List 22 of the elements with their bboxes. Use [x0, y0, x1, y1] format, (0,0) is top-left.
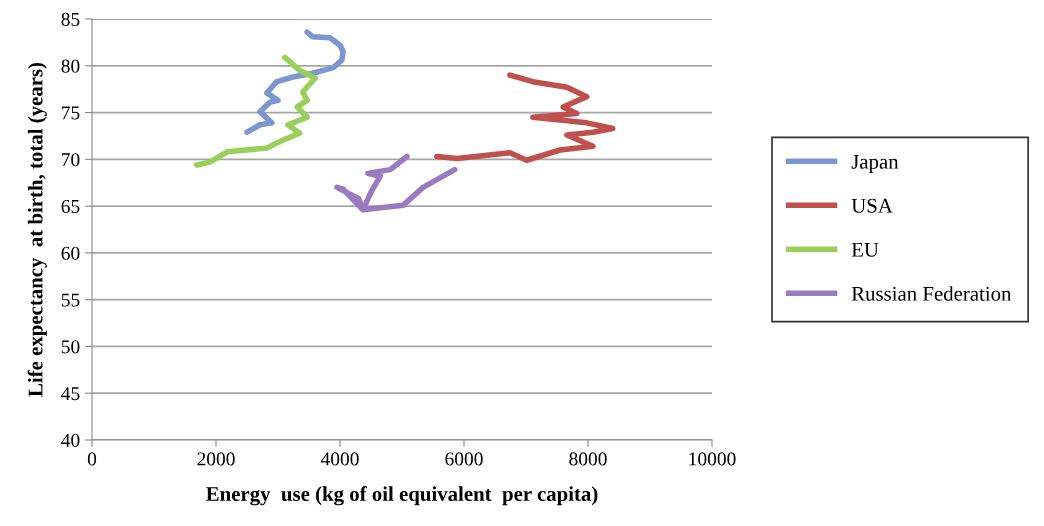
x-tick-label: 0: [87, 452, 97, 466]
y-tick-label: 55: [61, 293, 80, 307]
legend-label: Japan: [851, 154, 899, 173]
y-tick-label: 70: [62, 153, 80, 167]
legend-label: EU: [851, 242, 879, 257]
legend-label: Russian Federation: [851, 286, 1012, 301]
y-tick-label: 60: [61, 246, 80, 260]
y-tick-label: 45: [61, 387, 80, 401]
y-tick-label: 80: [61, 59, 80, 73]
x-tick-label: 2000: [197, 452, 235, 466]
x-tick-label: 4000: [320, 452, 359, 466]
y-tick-label: 85: [61, 12, 80, 26]
x-tick-label: 10000: [689, 452, 736, 466]
y-tick-label: 40: [61, 433, 80, 447]
x-tick-label: 6000: [445, 452, 483, 466]
y-axis-title: Life expectancy at birth, total (years): [27, 62, 47, 397]
legend-label: USA: [851, 198, 893, 213]
y-tick-label: 50: [61, 340, 80, 354]
y-tick-label: 75: [62, 106, 80, 120]
x-axis-title: Energy use (kg of oil equivalent per capita): [206, 486, 598, 506]
y-tick-label: 65: [61, 199, 80, 214]
x-tick-label: 8000: [569, 452, 607, 466]
